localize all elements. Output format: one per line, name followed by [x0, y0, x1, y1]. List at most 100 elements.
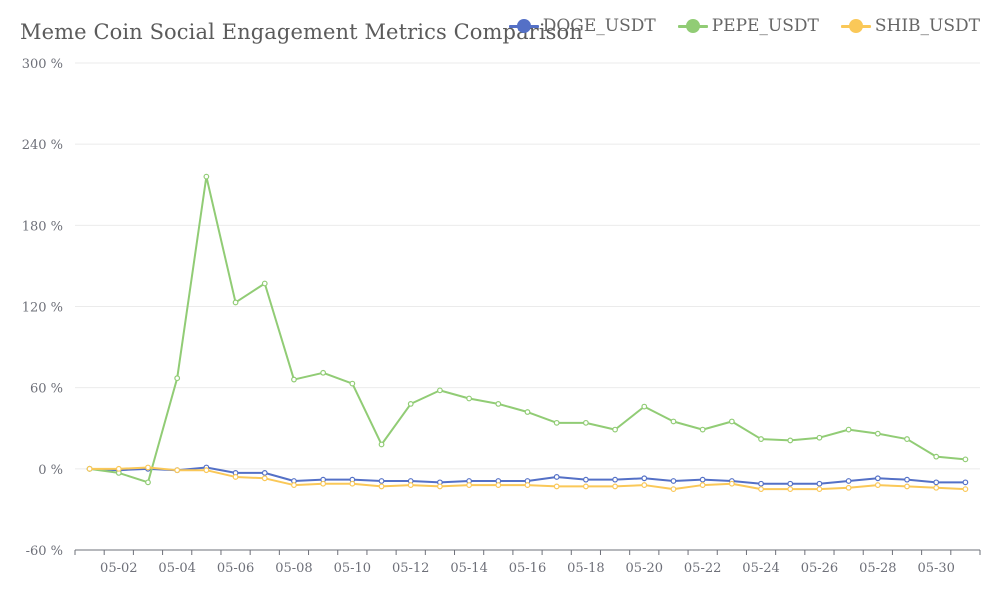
data-point-pepe_usdt: [466, 395, 473, 402]
legend-item-pepe[interactable]: PEPE_USDT: [677, 16, 819, 36]
data-point-pepe_usdt: [174, 375, 181, 382]
data-point-shib_usdt: [553, 483, 560, 490]
data-point-shib_usdt: [758, 486, 764, 493]
data-point-pepe_usdt: [553, 419, 560, 426]
y-tick-label: 0 %: [38, 463, 63, 478]
legend-label-doge: DOGE_USDT: [542, 16, 656, 36]
data-point-doge_usdt: [904, 476, 910, 483]
x-tick-label: 05-26: [801, 561, 838, 576]
data-point-pepe_usdt: [699, 426, 706, 433]
data-point-pepe_usdt: [291, 376, 297, 383]
x-tick-label: 05-04: [158, 561, 195, 576]
data-point-doge_usdt: [933, 479, 940, 486]
y-tick-label: 300 %: [22, 57, 63, 72]
data-point-pepe_usdt: [787, 437, 794, 444]
data-point-shib_usdt: [86, 465, 93, 472]
legend-item-shib[interactable]: SHIB_USDT: [840, 16, 980, 36]
data-point-pepe_usdt: [495, 401, 502, 407]
data-point-shib_usdt: [232, 474, 239, 480]
data-point-doge_usdt: [787, 480, 794, 487]
data-point-doge_usdt: [261, 469, 268, 476]
data-point-pepe_usdt: [407, 401, 414, 407]
legend-swatch-shib: [840, 19, 871, 33]
data-point-doge_usdt: [378, 478, 385, 484]
data-point-doge_usdt: [641, 475, 648, 482]
data-point-shib_usdt: [904, 483, 910, 490]
data-point-pepe_usdt: [320, 369, 327, 376]
x-tick-label: 05-28: [859, 561, 896, 576]
data-point-shib_usdt: [787, 486, 794, 493]
data-point-shib_usdt: [466, 482, 473, 488]
legend-label-pepe: PEPE_USDT: [711, 16, 819, 36]
data-point-shib_usdt: [612, 483, 618, 490]
data-point-pepe_usdt: [758, 436, 764, 442]
data-point-pepe_usdt: [904, 436, 910, 442]
legend-label-shib: SHIB_USDT: [874, 16, 980, 36]
x-tick-label: 05-06: [217, 561, 254, 576]
data-point-shib_usdt: [816, 486, 823, 493]
x-tick-label: 05-12: [392, 561, 429, 576]
chart-title: Meme Coin Social Engagement Metrics Comp…: [20, 20, 583, 44]
data-point-shib_usdt: [933, 484, 940, 491]
data-point-doge_usdt: [553, 474, 560, 480]
x-tick-label: 05-30: [917, 561, 954, 576]
data-point-shib_usdt: [145, 464, 151, 471]
data-point-pepe_usdt: [582, 419, 589, 426]
data-point-shib_usdt: [670, 486, 677, 493]
x-tick-label: 05-14: [450, 561, 487, 576]
data-point-doge_usdt: [962, 479, 969, 486]
data-point-doge_usdt: [816, 480, 823, 487]
legend-swatch-pepe: [677, 19, 708, 33]
data-point-shib_usdt: [203, 467, 210, 474]
data-point-shib_usdt: [962, 486, 969, 493]
data-point-pepe_usdt: [641, 403, 648, 410]
legend-swatch-doge: [508, 19, 539, 33]
data-point-pepe_usdt: [145, 479, 151, 486]
data-point-doge_usdt: [670, 478, 677, 484]
data-point-shib_usdt: [728, 480, 735, 487]
data-point-doge_usdt: [582, 476, 589, 483]
y-tick-label: 120 %: [22, 301, 63, 316]
x-tick-label: 05-22: [684, 561, 721, 576]
data-point-pepe_usdt: [232, 299, 239, 306]
data-point-shib_usdt: [174, 467, 181, 474]
data-point-doge_usdt: [874, 475, 881, 482]
y-tick-label: 60 %: [30, 382, 63, 397]
data-point-doge_usdt: [699, 476, 706, 483]
y-tick-label: -60 %: [26, 544, 63, 559]
data-point-pepe_usdt: [524, 409, 531, 415]
x-tick-label: 05-10: [334, 561, 371, 576]
data-point-shib_usdt: [495, 482, 502, 488]
y-tick-label: 180 %: [22, 219, 63, 234]
x-tick-label: 05-16: [509, 561, 546, 576]
data-point-shib_usdt: [437, 483, 443, 490]
data-point-pepe_usdt: [378, 441, 385, 448]
data-point-shib_usdt: [407, 482, 414, 488]
x-tick-label: 05-20: [626, 561, 663, 576]
data-point-shib_usdt: [641, 482, 648, 488]
data-point-pepe_usdt: [437, 387, 443, 394]
data-point-pepe_usdt: [612, 426, 618, 433]
data-point-shib_usdt: [291, 482, 297, 488]
data-point-pepe_usdt: [670, 418, 677, 425]
data-point-pepe_usdt: [261, 280, 268, 287]
x-tick-label: 05-18: [567, 561, 604, 576]
data-point-pepe_usdt: [845, 426, 852, 433]
x-tick-label: 05-24: [742, 561, 779, 576]
data-point-shib_usdt: [524, 482, 531, 488]
legend-item-doge[interactable]: DOGE_USDT: [508, 16, 656, 36]
data-point-shib_usdt: [115, 465, 122, 472]
data-point-shib_usdt: [582, 483, 589, 490]
x-tick-label: 05-02: [100, 561, 137, 576]
data-point-doge_usdt: [845, 478, 852, 484]
y-tick-label: 240 %: [22, 138, 63, 153]
data-point-shib_usdt: [320, 480, 327, 487]
data-point-shib_usdt: [261, 475, 268, 482]
data-point-doge_usdt: [758, 480, 764, 487]
data-point-pepe_usdt: [728, 418, 735, 425]
data-point-pepe_usdt: [349, 380, 356, 387]
data-point-pepe_usdt: [203, 173, 210, 180]
data-point-pepe_usdt: [962, 456, 969, 463]
